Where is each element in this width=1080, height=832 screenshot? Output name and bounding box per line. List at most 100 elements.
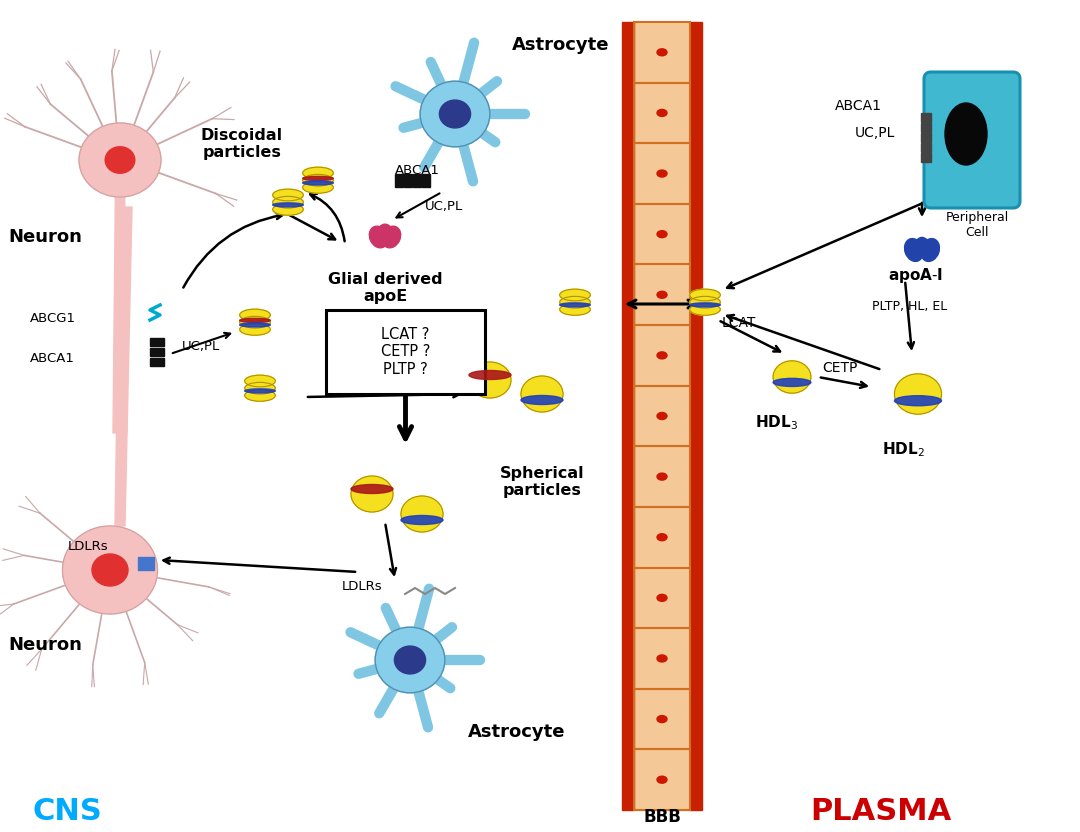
Ellipse shape <box>690 296 720 308</box>
Ellipse shape <box>245 389 275 393</box>
Bar <box>921 133 931 142</box>
Text: UC,PL: UC,PL <box>183 340 220 353</box>
Text: Neuron: Neuron <box>8 228 82 246</box>
Ellipse shape <box>559 296 591 308</box>
Ellipse shape <box>272 204 303 215</box>
Ellipse shape <box>657 170 667 177</box>
Text: CNS: CNS <box>32 797 102 826</box>
Bar <box>634 628 690 689</box>
Text: UC,PL: UC,PL <box>426 200 463 213</box>
Bar <box>150 348 164 356</box>
Ellipse shape <box>245 375 275 387</box>
Ellipse shape <box>690 304 720 315</box>
Text: UC,PL: UC,PL <box>855 126 895 140</box>
Ellipse shape <box>378 224 392 240</box>
Ellipse shape <box>382 226 401 248</box>
Ellipse shape <box>894 374 942 414</box>
Ellipse shape <box>657 352 667 359</box>
Ellipse shape <box>559 303 591 307</box>
Ellipse shape <box>657 655 667 662</box>
Ellipse shape <box>401 496 443 532</box>
Ellipse shape <box>559 304 591 315</box>
Bar <box>921 143 931 152</box>
Ellipse shape <box>394 646 426 674</box>
Ellipse shape <box>915 237 929 254</box>
Ellipse shape <box>657 534 667 541</box>
Ellipse shape <box>92 554 129 586</box>
Bar <box>921 123 931 132</box>
Ellipse shape <box>657 110 667 116</box>
Ellipse shape <box>375 627 445 693</box>
Ellipse shape <box>559 290 591 301</box>
Text: Peripheral
Cell: Peripheral Cell <box>945 211 1009 239</box>
Ellipse shape <box>302 181 334 193</box>
Ellipse shape <box>245 383 275 394</box>
Bar <box>634 750 690 810</box>
Bar <box>150 338 164 346</box>
Text: Astrocyte: Astrocyte <box>468 723 566 741</box>
FancyBboxPatch shape <box>924 72 1020 208</box>
Ellipse shape <box>401 516 443 524</box>
Text: Spherical
particles: Spherical particles <box>500 466 584 498</box>
Ellipse shape <box>272 196 303 208</box>
Ellipse shape <box>272 189 303 201</box>
Ellipse shape <box>240 316 270 328</box>
Ellipse shape <box>773 379 811 386</box>
Ellipse shape <box>245 389 275 401</box>
Bar <box>634 265 690 325</box>
Ellipse shape <box>657 413 667 419</box>
Ellipse shape <box>521 376 563 412</box>
Ellipse shape <box>894 396 942 406</box>
Text: ABCA1: ABCA1 <box>30 352 75 365</box>
Ellipse shape <box>240 324 270 335</box>
FancyBboxPatch shape <box>326 310 485 394</box>
Bar <box>690 22 702 810</box>
Ellipse shape <box>945 103 987 165</box>
Ellipse shape <box>420 82 490 146</box>
Bar <box>634 143 690 204</box>
Ellipse shape <box>657 716 667 722</box>
Ellipse shape <box>302 167 334 179</box>
Ellipse shape <box>240 319 270 323</box>
Ellipse shape <box>105 146 135 173</box>
Text: ABCA1: ABCA1 <box>395 164 440 177</box>
Text: ABCG1: ABCG1 <box>30 312 76 325</box>
Text: $\mathbf{apoA\text{-}I}$: $\mathbf{apoA\text{-}I}$ <box>888 266 943 285</box>
Text: HDL$_2$: HDL$_2$ <box>882 440 924 458</box>
Text: ABCA1: ABCA1 <box>835 99 882 113</box>
Text: PLTP, HL, EL: PLTP, HL, EL <box>872 300 947 313</box>
Ellipse shape <box>657 776 667 783</box>
Bar <box>634 204 690 265</box>
Ellipse shape <box>369 226 388 248</box>
Ellipse shape <box>240 310 270 321</box>
Ellipse shape <box>63 526 158 614</box>
Ellipse shape <box>351 476 393 512</box>
Bar <box>921 153 931 162</box>
Bar <box>634 325 690 386</box>
Text: LDLRs: LDLRs <box>342 580 382 593</box>
Bar <box>404 174 411 187</box>
Text: Astrocyte: Astrocyte <box>512 36 609 54</box>
Bar <box>634 446 690 507</box>
Bar <box>138 557 154 570</box>
Ellipse shape <box>469 362 511 398</box>
Ellipse shape <box>690 290 720 301</box>
Ellipse shape <box>302 176 334 181</box>
Text: LCAT ?
CETP ?
PLTP ?: LCAT ? CETP ? PLTP ? <box>381 327 430 377</box>
Ellipse shape <box>440 100 471 128</box>
Ellipse shape <box>79 123 161 197</box>
Ellipse shape <box>773 361 811 394</box>
Bar <box>634 386 690 446</box>
Bar <box>634 507 690 567</box>
Polygon shape <box>113 196 127 433</box>
Ellipse shape <box>921 239 940 261</box>
Ellipse shape <box>657 230 667 238</box>
Bar <box>634 82 690 143</box>
Polygon shape <box>114 207 132 526</box>
Ellipse shape <box>657 473 667 480</box>
Ellipse shape <box>657 594 667 602</box>
Text: PLASMA: PLASMA <box>810 797 951 826</box>
Ellipse shape <box>240 323 270 327</box>
Ellipse shape <box>469 370 511 379</box>
Ellipse shape <box>657 291 667 298</box>
